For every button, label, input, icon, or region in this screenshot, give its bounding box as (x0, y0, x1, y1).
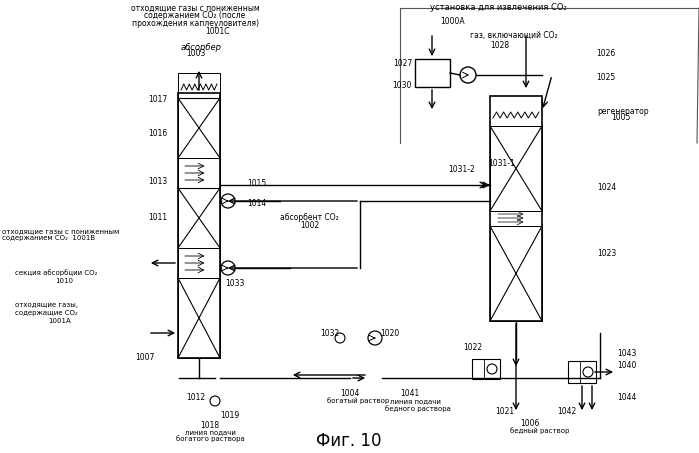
Text: 1010: 1010 (55, 278, 73, 284)
Bar (568, 361, 596, 383)
Text: прохождения каплеуловителя): прохождения каплеуловителя) (131, 19, 259, 29)
Text: 1011: 1011 (148, 213, 167, 222)
Text: 1028: 1028 (490, 40, 509, 49)
Text: 1019: 1019 (220, 410, 240, 419)
Text: абсорбер: абсорбер (181, 43, 222, 52)
Bar (490, 96, 542, 321)
Text: 1007: 1007 (136, 353, 155, 362)
Bar (178, 98, 220, 158)
Text: 1040: 1040 (617, 361, 636, 370)
Text: 1018: 1018 (201, 420, 219, 429)
Text: содержащие CO₂: содержащие CO₂ (15, 310, 78, 316)
Text: 1006: 1006 (520, 419, 540, 428)
Text: бедного раствора: бедного раствора (385, 405, 451, 412)
Text: 1030: 1030 (393, 81, 412, 90)
Text: бедный раствор: бедный раствор (510, 428, 570, 434)
Text: газ, включающий CO₂: газ, включающий CO₂ (470, 30, 558, 39)
Text: 1033: 1033 (225, 279, 245, 288)
Bar (472, 359, 500, 379)
Text: 1043: 1043 (617, 348, 636, 357)
Text: 1001C: 1001C (205, 28, 229, 37)
Bar (178, 158, 220, 188)
Bar (178, 248, 220, 278)
Text: отходящие газы с пониженным: отходящие газы с пониженным (131, 4, 259, 13)
Text: 1031-1: 1031-1 (488, 159, 514, 168)
Bar (490, 126, 542, 211)
Text: 1044: 1044 (617, 394, 636, 403)
Text: 1017: 1017 (147, 96, 167, 105)
Text: 1032: 1032 (320, 328, 339, 337)
Text: 1022: 1022 (463, 343, 482, 352)
Text: 1012: 1012 (187, 394, 206, 403)
Text: 1025: 1025 (596, 73, 615, 82)
Text: 1013: 1013 (147, 177, 167, 185)
Text: 1016: 1016 (147, 129, 167, 138)
Text: 1004: 1004 (340, 389, 359, 397)
Bar (415, 59, 450, 87)
Text: 1002: 1002 (300, 222, 319, 231)
Bar (490, 226, 542, 321)
Text: 1026: 1026 (596, 48, 615, 58)
Text: богатого раствора: богатого раствора (175, 436, 245, 443)
Text: 1041: 1041 (400, 389, 419, 397)
Text: 1015: 1015 (247, 178, 266, 188)
Circle shape (335, 333, 345, 343)
Text: 1003: 1003 (186, 49, 206, 58)
Text: секция абсорбции CO₂: секция абсорбции CO₂ (15, 270, 97, 276)
Text: отходящие газы,: отходящие газы, (15, 302, 78, 308)
Text: содержанием CO₂  1001B: содержанием CO₂ 1001B (2, 235, 95, 241)
Text: линия подачи: линия подачи (390, 398, 441, 404)
Bar (178, 278, 220, 358)
Text: 1024: 1024 (597, 183, 617, 193)
Bar (178, 73, 220, 98)
Text: 1001A: 1001A (48, 318, 71, 324)
Text: 1023: 1023 (597, 249, 617, 257)
Text: 1000A: 1000A (440, 16, 465, 25)
Text: 1031-2: 1031-2 (448, 165, 475, 174)
Text: Фиг. 10: Фиг. 10 (316, 432, 382, 450)
Text: отходящие газы с пониженным: отходящие газы с пониженным (2, 228, 120, 234)
Text: 1005: 1005 (611, 114, 630, 122)
Text: содержанием CO₂ (после: содержанием CO₂ (после (145, 11, 245, 20)
Text: установка для извлечения CO₂: установка для извлечения CO₂ (430, 4, 567, 13)
Text: линия подачи: линия подачи (185, 429, 236, 435)
Text: 1021: 1021 (495, 406, 514, 415)
Bar (178, 93, 220, 358)
Text: регенератор: регенератор (597, 106, 649, 116)
Text: абсорбент CO₂: абсорбент CO₂ (280, 213, 339, 222)
Bar (178, 188, 220, 248)
Text: 1042: 1042 (557, 406, 576, 415)
Text: 1027: 1027 (393, 58, 412, 67)
Text: 1014: 1014 (247, 198, 266, 207)
Text: 1020: 1020 (380, 328, 399, 337)
Text: богатый раствор: богатый раствор (327, 398, 389, 405)
